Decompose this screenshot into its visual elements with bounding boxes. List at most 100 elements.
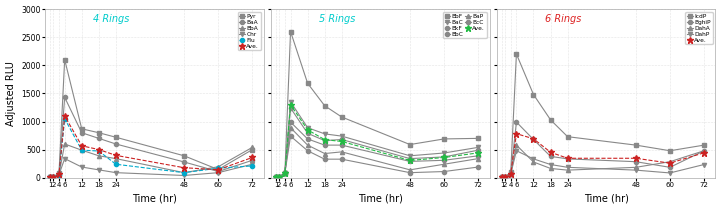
BaC [280,172,289,175]
BbC [406,160,415,163]
Line: BbA: BbA [48,142,255,180]
DahA [563,169,572,171]
BbF [337,116,346,118]
BbA [61,143,69,145]
Ave. [337,140,346,143]
DahP [632,169,640,171]
BghiP [498,176,507,179]
Line: BaP: BaP [274,126,480,180]
BbA [214,166,223,168]
DahP [700,163,709,166]
Ave. [61,115,69,117]
BaP [272,176,280,179]
Flu [77,149,86,152]
Line: BkF: BkF [274,106,480,180]
DahP [665,172,674,174]
Ave. [547,151,555,153]
DahP [529,158,538,160]
BghiP [563,158,572,160]
BbC [474,154,482,157]
DahP [500,176,509,178]
Line: Ave.: Ave. [47,112,256,181]
BbC [337,144,346,146]
Chr [77,166,86,168]
Ave. [665,162,674,164]
Flu [61,117,69,120]
BaP [280,172,289,175]
IcdP [498,176,507,179]
BcC [280,172,289,175]
Chr [46,176,55,179]
Line: BghiP: BghiP [500,120,706,180]
BbF [440,138,448,140]
Ave. [272,176,280,179]
BcC [320,158,329,161]
Ave. [529,138,538,140]
Ave. [112,154,120,157]
Ave. [498,176,507,179]
Ave. [248,156,257,159]
BbF [406,143,415,146]
DahP [563,166,572,169]
Text: 4 Rings: 4 Rings [93,14,129,24]
Ave. [512,133,521,135]
X-axis label: Time (hr): Time (hr) [358,194,402,203]
BbA [94,154,103,157]
X-axis label: Time (hr): Time (hr) [583,194,629,203]
BbF [280,172,289,175]
DahA [500,176,509,178]
BghiP [547,155,555,158]
Ave. [280,172,289,175]
Pyr [46,176,55,179]
BaP [474,157,482,160]
Chr [214,171,223,174]
Line: BbC: BbC [274,120,480,180]
BaA [248,159,257,162]
Ave. [406,159,415,162]
BaC [275,176,283,178]
Flu [248,165,257,167]
BcC [272,176,280,179]
Line: Pyr: Pyr [48,57,255,180]
Ave. [700,152,709,154]
BcC [304,149,312,152]
Line: BaA: BaA [48,95,255,180]
BaC [474,146,482,149]
BbA [46,176,55,179]
BbC [286,121,295,123]
BkF [320,139,329,142]
Flu [55,174,63,176]
IcdP [506,171,515,173]
DahP [498,176,507,179]
BbC [280,172,289,175]
BbF [272,176,280,179]
BcC [337,158,346,161]
BkF [440,156,448,158]
BaP [320,152,329,155]
Legend: IcdP, BghiP, DahA, DahP, Ave.: IcdP, BghiP, DahA, DahP, Ave. [686,12,712,44]
Pyr [180,154,188,157]
BaC [337,135,346,137]
Line: Flu: Flu [48,117,255,180]
BghiP [632,161,640,163]
DahP [512,149,521,152]
Text: 6 Rings: 6 Rings [544,14,581,24]
BbC [320,144,329,146]
BaP [337,151,346,153]
Chr [55,173,63,176]
Ave. [275,176,283,178]
Ave. [500,176,509,178]
Line: DahA: DahA [500,143,706,180]
BghiP [529,138,538,141]
DahP [547,163,555,166]
Line: BaC: BaC [274,100,480,180]
Y-axis label: Adjusted RLU: Adjusted RLU [6,61,16,126]
BaP [406,169,415,171]
BaA [180,161,188,163]
BaA [61,96,69,99]
Ave. [506,172,515,175]
Ave. [440,156,448,159]
DahA [665,161,674,163]
IcdP [563,135,572,138]
Flu [46,176,55,179]
